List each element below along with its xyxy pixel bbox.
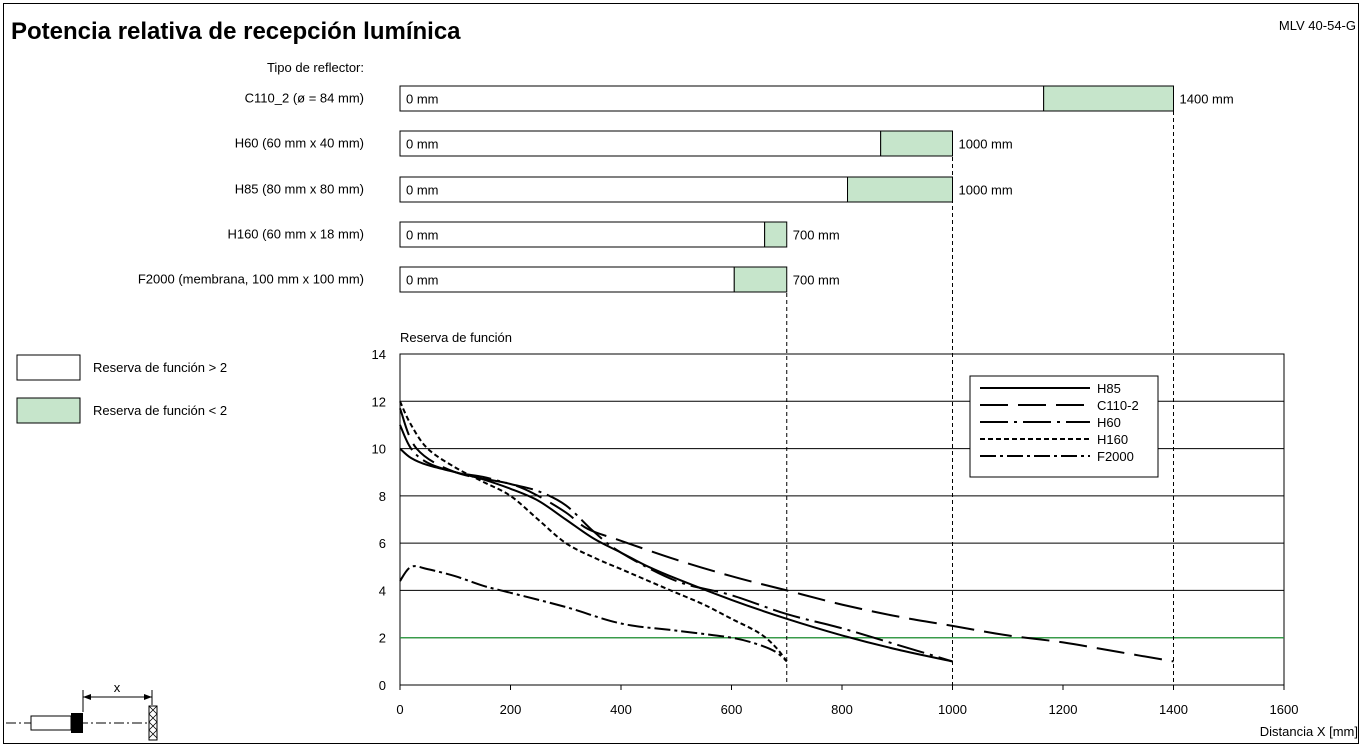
line-plot: Reserva de función 0 2 4 6 8 10 12 14 0 200 400 600 8… bbox=[372, 330, 1358, 739]
series-line-h85 bbox=[399, 447, 953, 663]
legend-series-label: C110-2 bbox=[1097, 398, 1139, 413]
sensor-diagram-icon: x bbox=[6, 680, 158, 741]
bar-reserve-high bbox=[399, 130, 882, 157]
x-tick-label: 1200 bbox=[1049, 702, 1078, 717]
bar-end-label: 1000 mm bbox=[959, 137, 1013, 152]
y-tick-label: 0 bbox=[379, 678, 386, 693]
y-tick-label: 12 bbox=[372, 394, 386, 409]
series-line-f2000 bbox=[399, 565, 788, 663]
reflector-header: Tipo de reflector: bbox=[267, 60, 364, 75]
bar-reserve-high bbox=[399, 221, 766, 248]
sensor-lens bbox=[71, 713, 83, 733]
y-tick-label: 2 bbox=[379, 631, 386, 646]
reflector-label: C110_2 (ø = 84 mm) bbox=[245, 91, 364, 106]
y-tick-label: 10 bbox=[372, 442, 386, 457]
plot-frame bbox=[399, 353, 1285, 686]
bar-end-label: 1400 mm bbox=[1180, 92, 1234, 107]
x-tick-label: 1400 bbox=[1159, 702, 1188, 717]
y-tick-label: 8 bbox=[379, 489, 386, 504]
legend-label: Reserva de función < 2 bbox=[93, 403, 227, 418]
x-tick-label: 600 bbox=[721, 702, 743, 717]
x-axis-title: Distancia X [mm] bbox=[1260, 724, 1358, 739]
reflector-plate bbox=[148, 705, 158, 741]
legend-series-label: H60 bbox=[1097, 415, 1121, 430]
bar-start-label: 0 mm bbox=[406, 273, 439, 288]
reflector-label: H60 (60 mm x 40 mm) bbox=[235, 136, 364, 151]
bar-reserve-high bbox=[399, 266, 735, 293]
sensor-body bbox=[30, 715, 72, 731]
bar-start-label: 0 mm bbox=[406, 137, 439, 152]
reflector-label: F2000 (membrana, 100 mm x 100 mm) bbox=[138, 272, 364, 287]
y-tick-label: 14 bbox=[372, 347, 386, 362]
x-tick-label: 400 bbox=[610, 702, 632, 717]
x-tick-label: 0 bbox=[396, 702, 403, 717]
bar-start-label: 0 mm bbox=[406, 183, 439, 198]
reflector-label: H160 (60 mm x 18 mm) bbox=[227, 227, 364, 242]
bar-reserve-low bbox=[847, 176, 954, 203]
y-tick-label: 6 bbox=[379, 536, 386, 551]
bar-end-label: 700 mm bbox=[793, 273, 840, 288]
legend-series-label: H85 bbox=[1097, 381, 1121, 396]
series-legend bbox=[969, 375, 1159, 478]
reflector-label: H85 (80 mm x 80 mm) bbox=[235, 182, 364, 197]
y-tick-label: 4 bbox=[379, 583, 386, 598]
bar-reserve-low bbox=[764, 221, 788, 248]
legend-series-label: H160 bbox=[1097, 432, 1128, 447]
dimension-arrows bbox=[83, 694, 152, 700]
legend-swatch bbox=[16, 397, 81, 424]
bar-reserve-low bbox=[733, 266, 788, 293]
series-line-h60 bbox=[399, 424, 953, 663]
x-tick-label: 1000 bbox=[938, 702, 967, 717]
figure-frame bbox=[3, 3, 1359, 744]
x-tick-label: 800 bbox=[831, 702, 853, 717]
reflector-hatch bbox=[148, 705, 158, 739]
page-title: Potencia relativa de recepción lumínica bbox=[11, 18, 461, 45]
legend-swatch bbox=[16, 354, 81, 381]
bar-end-label: 700 mm bbox=[793, 228, 840, 243]
x-tick-label: 200 bbox=[500, 702, 522, 717]
bar-start-label: 0 mm bbox=[406, 228, 439, 243]
bar-reserve-low bbox=[880, 130, 953, 157]
bar-start-label: 0 mm bbox=[406, 92, 439, 107]
legend-series-label: F2000 bbox=[1097, 449, 1134, 464]
dimension-x-label: x bbox=[114, 680, 121, 695]
reserve-legend: Reserva de función > 2 Reserva de función… bbox=[16, 354, 227, 424]
legend-label: Reserva de función > 2 bbox=[93, 360, 227, 375]
model-code: MLV 40-54-G bbox=[1278, 18, 1356, 33]
range-bars: C110_2 (ø = 84 mm) 0 mm 1400 mm H60 (60 mm … bbox=[138, 85, 1234, 293]
bar-end-label: 1000 mm bbox=[959, 183, 1013, 198]
x-tick-label: 1600 bbox=[1270, 702, 1299, 717]
bar-reserve-high bbox=[399, 176, 849, 203]
bar-reserve-low bbox=[1043, 85, 1174, 112]
range-guides bbox=[786, 111, 1174, 685]
bar-reserve-high bbox=[399, 85, 1045, 112]
y-axis-title: Reserva de función bbox=[400, 330, 512, 345]
